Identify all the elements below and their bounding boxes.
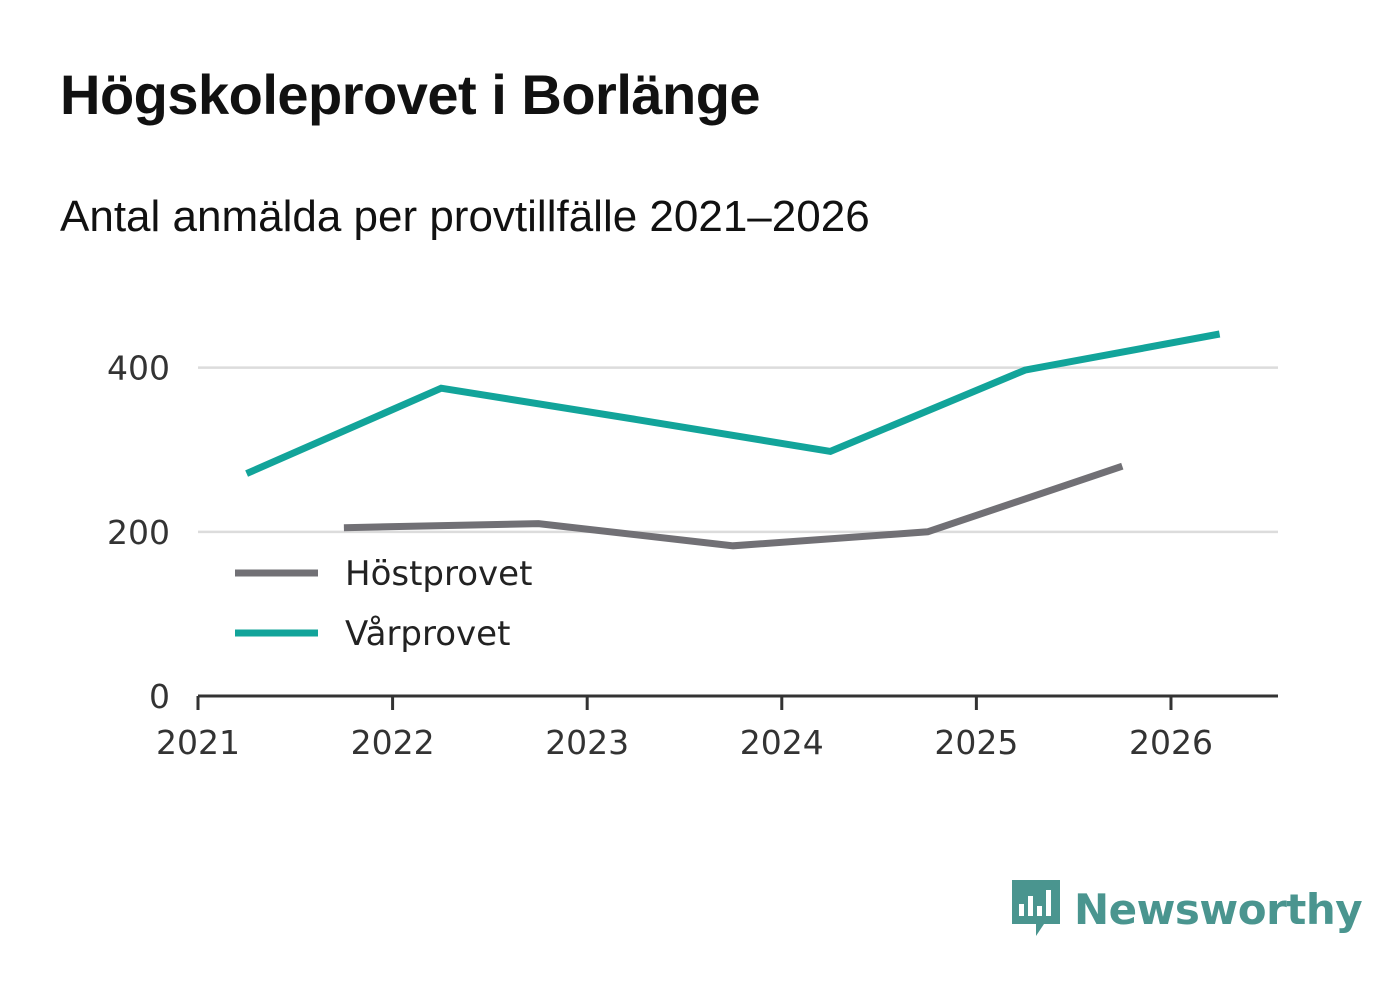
x-axis: 2021 2022 2023 2024 2025 2026 — [156, 694, 1278, 762]
x-tick-label: 2024 — [740, 723, 824, 762]
chart-title: Högskoleprovet i Borlänge — [60, 63, 761, 126]
y-tick-label: 0 — [149, 677, 170, 716]
series-lines — [245, 330, 1221, 550]
x-tick-label: 2026 — [1129, 723, 1213, 762]
y-tick-label: 200 — [107, 513, 170, 552]
chart-subtitle: Antal anmälda per provtillfälle 2021–202… — [60, 192, 870, 241]
series-line-1 — [245, 330, 1221, 477]
newsworthy-logo: Newsworthy — [1010, 878, 1363, 940]
x-tick-label: 2025 — [934, 723, 1018, 762]
legend: Höstprovet Vårprovet — [235, 554, 532, 654]
x-tick-label: 2022 — [351, 723, 435, 762]
newsworthy-icon — [1012, 880, 1060, 936]
x-tick-label: 2021 — [156, 723, 240, 762]
brand-name: Newsworthy — [1074, 884, 1363, 934]
x-tick-label: 2023 — [545, 723, 629, 762]
y-tick-label: 400 — [107, 349, 170, 388]
legend-label: Vårprovet — [345, 614, 510, 654]
legend-label: Höstprovet — [345, 554, 532, 594]
grid-lines: 0 200 400 — [107, 349, 1278, 716]
series-line-0 — [343, 462, 1124, 550]
